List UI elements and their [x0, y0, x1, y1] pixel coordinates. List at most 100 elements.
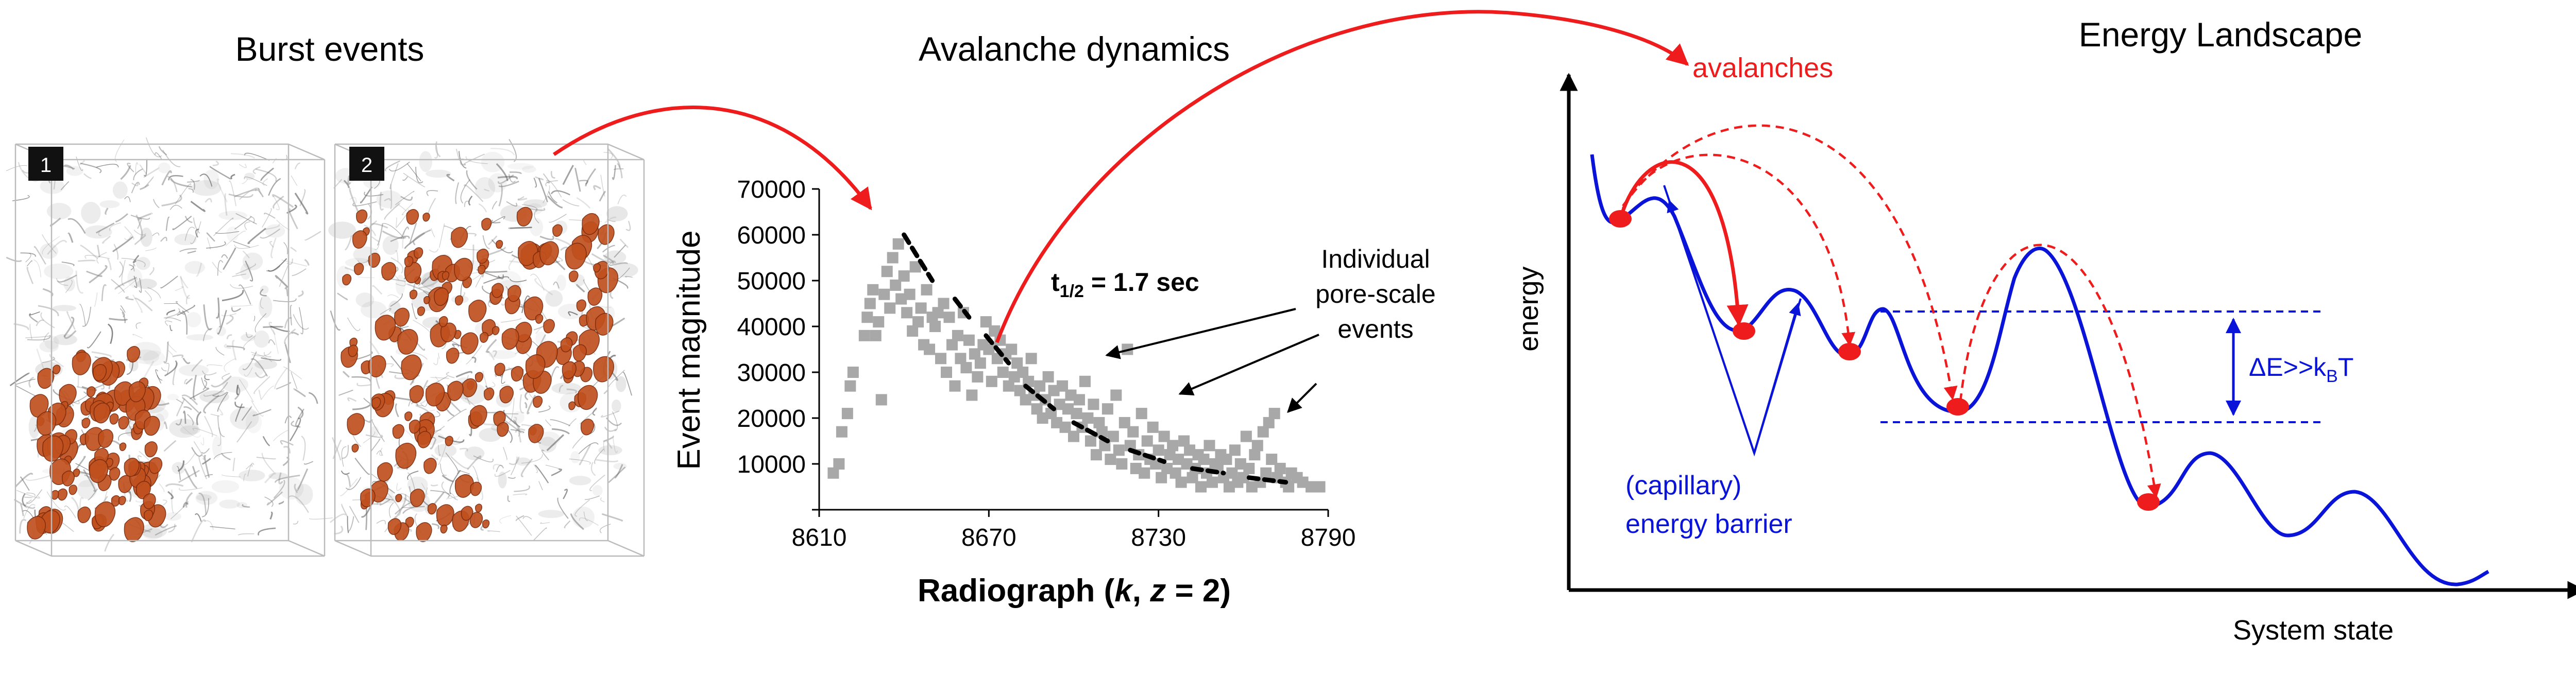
box-edge	[608, 541, 644, 556]
pore-strand	[161, 237, 167, 241]
burst-fragment	[37, 411, 56, 435]
pore-strand	[140, 185, 149, 189]
pore-strand	[438, 353, 439, 359]
burst-fragment	[405, 412, 412, 421]
panel-badge-label-2: 2	[361, 154, 372, 177]
delta-e-tail: T	[2338, 353, 2354, 382]
pore-strand	[21, 477, 29, 490]
pore-strand	[600, 524, 611, 533]
pore-strand	[337, 293, 347, 299]
barrier-label-line-1: (capillary)	[1625, 471, 1741, 500]
pore-blob	[539, 437, 557, 453]
pore-strand	[167, 310, 175, 315]
pore-strand	[371, 439, 380, 452]
pore-strand	[6, 165, 27, 171]
pore-strand	[173, 355, 183, 358]
delta-e-main: ΔE>>k	[2249, 353, 2327, 382]
pore-strand	[145, 177, 153, 187]
pore-strand	[483, 371, 487, 388]
pore-strand	[407, 164, 421, 181]
pore-strand	[361, 187, 372, 203]
burst-fragment	[94, 403, 110, 423]
burst-fragment	[451, 227, 468, 247]
pore-strand	[156, 370, 161, 384]
pore-strand	[355, 458, 369, 475]
data-point	[1116, 458, 1127, 470]
data-point	[975, 357, 986, 369]
pore-strand	[465, 201, 469, 207]
burst-fragment	[110, 468, 120, 480]
burst-fragment	[461, 333, 478, 354]
pore-blob	[239, 470, 265, 481]
pore-strand	[195, 514, 201, 522]
pore-strand	[344, 372, 349, 377]
pore-strand	[262, 209, 272, 227]
pore-strand	[164, 308, 180, 318]
data-point	[836, 426, 848, 438]
burst-fragment	[53, 365, 60, 374]
box-edge	[335, 541, 371, 556]
pore-blob	[158, 163, 171, 174]
pore-strand	[231, 175, 235, 179]
state-ball-1	[1609, 210, 1632, 228]
pore-strand	[216, 298, 219, 318]
pore-strand	[604, 390, 607, 393]
x-label-part-2: k	[1114, 573, 1134, 609]
burst-fragment	[470, 482, 481, 495]
burst-fragment	[476, 504, 482, 512]
pore-strand	[290, 418, 300, 441]
burst-fragment	[578, 386, 598, 410]
burst-fragment	[437, 505, 454, 526]
pore-blob	[113, 181, 128, 199]
pore-blob	[599, 445, 622, 455]
pore-strand	[403, 177, 408, 180]
burst-fragment	[573, 344, 587, 361]
burst-fragment	[82, 418, 90, 428]
pore-strand	[205, 456, 209, 478]
pore-strand	[10, 373, 29, 386]
pore-strand	[539, 481, 543, 490]
delta-e-subscript: B	[2326, 367, 2338, 386]
burst-fragment	[482, 218, 492, 230]
pore-strand	[299, 307, 303, 334]
x-tick-label-1: 8670	[961, 524, 1016, 551]
pore-strand	[489, 382, 495, 387]
pore-strand	[29, 377, 34, 387]
pore-strand	[218, 261, 223, 276]
pore-strand	[212, 262, 222, 272]
pore-strand	[551, 469, 562, 475]
pore-strand	[168, 351, 173, 355]
pore-strand	[497, 465, 504, 472]
pore-strand	[292, 269, 307, 276]
pore-strand	[348, 318, 361, 331]
pore-strand	[24, 497, 32, 498]
pore-strand	[218, 408, 223, 415]
data-point	[916, 302, 927, 314]
pore-strand	[285, 343, 291, 363]
pore-strand	[108, 324, 112, 344]
pore-blob	[570, 451, 580, 463]
pore-strand	[164, 303, 178, 304]
pore-strand	[372, 237, 379, 242]
data-point	[1176, 477, 1187, 488]
burst-fragment	[484, 388, 494, 400]
pore-blob	[498, 472, 507, 489]
pore-strand	[577, 198, 590, 208]
data-point	[1082, 412, 1093, 424]
pore-strand	[64, 506, 76, 518]
x-tick-label-0: 8610	[792, 524, 847, 551]
half-life-value: = 1.7 sec	[1084, 268, 1199, 297]
pore-strand	[80, 245, 97, 258]
pore-strand	[114, 244, 118, 259]
state-ball-4	[1946, 398, 1969, 416]
y-tick-label-2: 20000	[737, 405, 806, 432]
pore-strand	[148, 287, 161, 298]
pore-strand	[305, 232, 320, 240]
data-point	[949, 380, 960, 392]
pore-strand	[279, 501, 283, 504]
box-edge	[289, 541, 325, 556]
data-point	[1198, 454, 1209, 465]
data-point	[1204, 440, 1215, 451]
pore-blob	[216, 326, 226, 336]
